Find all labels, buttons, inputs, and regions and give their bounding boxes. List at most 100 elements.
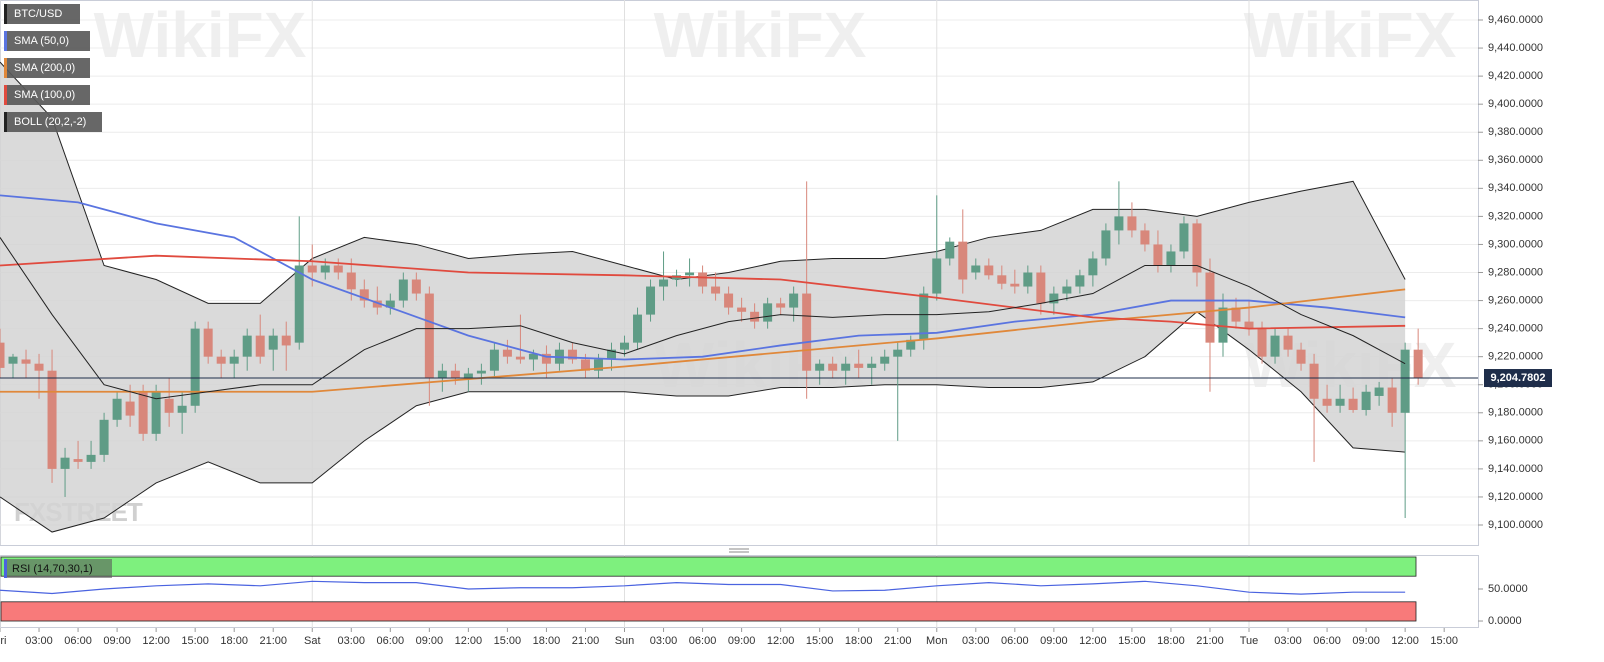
candle-body (1114, 216, 1124, 231)
y-tick-label: 9,300.0000 (1488, 238, 1543, 250)
rsi-zone (0, 556, 1417, 577)
candle-body (60, 457, 70, 469)
candle-body (229, 356, 239, 364)
candle-body (724, 293, 734, 308)
candle-body (1140, 230, 1150, 245)
y-tick-label: 9,100.0000 (1488, 519, 1543, 531)
x-tick-label: 12:00 (1391, 635, 1419, 647)
candle-body (333, 265, 343, 273)
candle-body (1153, 244, 1163, 266)
x-tick-label: 18:00 (220, 635, 248, 647)
legend: BTC/USD SMA (50,0) SMA (200,0) SMA (100,0) B… (4, 4, 112, 578)
x-tick-label: 18:00 (845, 635, 873, 647)
candle-body (698, 272, 708, 287)
candle-body (580, 359, 590, 371)
candle-body (659, 279, 669, 287)
legend-item (4, 559, 112, 578)
last-price-label: 9,204.7802 (1490, 372, 1545, 384)
candle-body (1075, 275, 1085, 287)
x-tick-label: 09:00 (1352, 635, 1380, 647)
y-tick-label: 9,360.0000 (1488, 154, 1543, 166)
candle-body (1101, 230, 1111, 259)
candle-body (346, 272, 356, 290)
candle-body (1244, 321, 1254, 329)
candle-body (86, 454, 96, 462)
candle-body (606, 349, 616, 360)
candle-body (867, 363, 877, 368)
legend-label: SMA (50,0) (14, 35, 69, 47)
candle-body (1309, 363, 1319, 399)
x-tick-label: 15:00 (1430, 635, 1458, 647)
candle-body (958, 241, 968, 280)
x-tick-label: 12:00 (142, 635, 170, 647)
boll-middle (0, 237, 1406, 400)
x-tick-label: 21:00 (884, 635, 912, 647)
y-tick-label: 9,140.0000 (1488, 463, 1543, 475)
candle-body (541, 353, 551, 364)
candle-body (437, 370, 447, 378)
rsi-zone (0, 601, 1417, 622)
candle-body (216, 356, 226, 364)
candle-body (177, 405, 187, 413)
candle-body (320, 265, 330, 273)
x-tick-label: 09:00 (416, 635, 444, 647)
candle-body (8, 356, 18, 364)
candle-body (0, 342, 5, 368)
candle-body (112, 398, 122, 420)
candle-body (593, 359, 603, 371)
candle-body (1010, 283, 1020, 287)
x-tick-label: 06:00 (1313, 635, 1341, 647)
candle-body (476, 370, 486, 374)
candle-body (789, 293, 799, 308)
candle-body (463, 373, 473, 378)
candle-body (1257, 328, 1267, 357)
x-tick-label: 03:00 (650, 635, 678, 647)
candle-body (307, 265, 317, 273)
x-tick-label: 12:00 (767, 635, 795, 647)
x-tick-label: 18:00 (1157, 635, 1185, 647)
x-tick-label: 21:00 (572, 635, 600, 647)
candle-body (997, 275, 1007, 284)
candle-body (1270, 335, 1280, 357)
x-tick-label: 12:00 (455, 635, 483, 647)
candle-body (1049, 293, 1059, 304)
candle-body (203, 328, 213, 357)
candle-body (1218, 307, 1228, 343)
candle-body (1296, 349, 1306, 364)
candle-body (1023, 272, 1033, 287)
candle-body (34, 363, 44, 371)
candle-body (372, 300, 382, 308)
sma-line (0, 288, 1406, 393)
x-tick-label: 15:00 (1118, 635, 1146, 647)
x-tick-label: 12:00 (1079, 635, 1107, 647)
candle-body (1400, 349, 1410, 413)
candle-body (1283, 335, 1293, 350)
sma-line (0, 254, 1406, 330)
x-tick-label: 03:00 (962, 635, 990, 647)
candle-body (268, 335, 278, 350)
candle-body (1387, 387, 1397, 413)
legend-item (4, 4, 80, 24)
candle-body (1361, 391, 1371, 410)
candle-body (21, 359, 31, 364)
x-tick-label: Mon (926, 635, 947, 647)
legend-label: RSI (14,70,30,1) (12, 563, 93, 575)
rsi-y-tick-label: 0.0000 (1488, 615, 1522, 627)
watermark: WikiFX (94, 0, 307, 71)
candle-body (411, 279, 421, 294)
boll-lower (0, 311, 1406, 533)
y-tick-label: 9,340.0000 (1488, 182, 1543, 194)
x-tick-label: 15:00 (806, 635, 834, 647)
x-tick-label: Sun (615, 635, 635, 647)
plot (0, 61, 1478, 622)
x-tick-label: 03:00 (25, 635, 53, 647)
candle-body (620, 342, 630, 350)
candle-body (255, 335, 265, 357)
candle-body (750, 311, 760, 322)
candle-body (242, 335, 252, 357)
legend-swatch (4, 112, 7, 132)
sma-line (0, 194, 1406, 361)
x-tick-label: Tue (1240, 635, 1259, 647)
x-tick-label: 18:00 (533, 635, 561, 647)
